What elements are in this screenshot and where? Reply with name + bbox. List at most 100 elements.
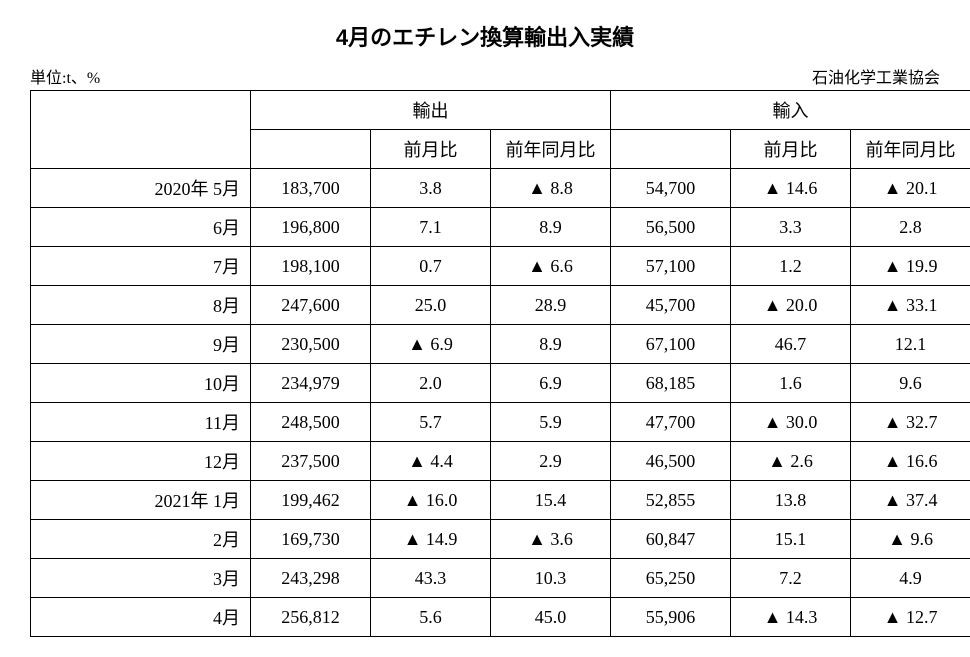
export-value-cell: 243,298 [251, 559, 371, 598]
import-yoy-cell: ▲ 19.9 [851, 247, 970, 286]
header-export-value [251, 130, 371, 169]
table-row: 3月243,29843.310.365,2507.24.9 [31, 559, 970, 598]
export-yoy-cell: ▲ 3.6 [491, 520, 611, 559]
export-value-cell: 183,700 [251, 169, 371, 208]
table-row: 8月247,60025.028.945,700▲ 20.0▲ 33.1 [31, 286, 970, 325]
header-import-group: 輸入 [611, 91, 970, 130]
export-value-cell: 248,500 [251, 403, 371, 442]
data-table: 輸出 輸入 前月比 前年同月比 前月比 前年同月比 2020年 5月183,70… [30, 90, 970, 637]
table-row: 2020年 5月183,7003.8▲ 8.854,700▲ 14.6▲ 20.… [31, 169, 970, 208]
export-mom-cell: 0.7 [371, 247, 491, 286]
export-mom-cell: 2.0 [371, 364, 491, 403]
import-mom-cell: 15.1 [731, 520, 851, 559]
period-cell: 8月 [31, 286, 251, 325]
header-export-yoy: 前年同月比 [491, 130, 611, 169]
export-value-cell: 169,730 [251, 520, 371, 559]
header-import-value [611, 130, 731, 169]
import-value-cell: 46,500 [611, 442, 731, 481]
period-cell: 7月 [31, 247, 251, 286]
export-value-cell: 234,979 [251, 364, 371, 403]
import-yoy-cell: ▲ 16.6 [851, 442, 970, 481]
export-yoy-cell: 8.9 [491, 208, 611, 247]
export-mom-cell: ▲ 4.4 [371, 442, 491, 481]
export-mom-cell: 3.8 [371, 169, 491, 208]
export-value-cell: 237,500 [251, 442, 371, 481]
export-value-cell: 198,100 [251, 247, 371, 286]
page-title: 4月のエチレン換算輸出入実績 [30, 20, 940, 52]
export-yoy-cell: ▲ 8.8 [491, 169, 611, 208]
import-value-cell: 67,100 [611, 325, 731, 364]
period-cell: 2020年 5月 [31, 169, 251, 208]
import-mom-cell: 46.7 [731, 325, 851, 364]
import-value-cell: 65,250 [611, 559, 731, 598]
import-mom-cell: 13.8 [731, 481, 851, 520]
header-period [31, 91, 251, 169]
export-mom-cell: 7.1 [371, 208, 491, 247]
export-value-cell: 199,462 [251, 481, 371, 520]
table-row: 6月196,8007.18.956,5003.32.8 [31, 208, 970, 247]
export-mom-cell: ▲ 14.9 [371, 520, 491, 559]
export-value-cell: 196,800 [251, 208, 371, 247]
import-mom-cell: 1.6 [731, 364, 851, 403]
period-cell: 9月 [31, 325, 251, 364]
period-cell: 3月 [31, 559, 251, 598]
table-row: 12月237,500▲ 4.42.946,500▲ 2.6▲ 16.6 [31, 442, 970, 481]
import-value-cell: 52,855 [611, 481, 731, 520]
header-row-1: 輸出 輸入 [31, 91, 970, 130]
export-yoy-cell: 10.3 [491, 559, 611, 598]
import-yoy-cell: 4.9 [851, 559, 970, 598]
import-mom-cell: 3.3 [731, 208, 851, 247]
import-mom-cell: ▲ 20.0 [731, 286, 851, 325]
import-mom-cell: 7.2 [731, 559, 851, 598]
table-row: 2021年 1月199,462▲ 16.015.452,85513.8▲ 37.… [31, 481, 970, 520]
export-mom-cell: 5.6 [371, 598, 491, 637]
import-mom-cell: 1.2 [731, 247, 851, 286]
import-yoy-cell: 12.1 [851, 325, 970, 364]
import-mom-cell: ▲ 2.6 [731, 442, 851, 481]
export-mom-cell: 25.0 [371, 286, 491, 325]
import-value-cell: 54,700 [611, 169, 731, 208]
import-mom-cell: ▲ 30.0 [731, 403, 851, 442]
import-value-cell: 55,906 [611, 598, 731, 637]
import-yoy-cell: ▲ 33.1 [851, 286, 970, 325]
export-yoy-cell: 8.9 [491, 325, 611, 364]
export-mom-cell: ▲ 6.9 [371, 325, 491, 364]
period-cell: 2月 [31, 520, 251, 559]
import-yoy-cell: ▲ 32.7 [851, 403, 970, 442]
export-mom-cell: 43.3 [371, 559, 491, 598]
import-value-cell: 60,847 [611, 520, 731, 559]
period-cell: 10月 [31, 364, 251, 403]
export-mom-cell: 5.7 [371, 403, 491, 442]
import-mom-cell: ▲ 14.6 [731, 169, 851, 208]
subheader-row: 単位:t、% 石油化学工業協会 [30, 64, 940, 88]
unit-label: 単位:t、% [30, 64, 100, 88]
import-yoy-cell: ▲ 20.1 [851, 169, 970, 208]
export-value-cell: 256,812 [251, 598, 371, 637]
table-row: 7月198,1000.7▲ 6.657,1001.2▲ 19.9 [31, 247, 970, 286]
table-row: 2月169,730▲ 14.9▲ 3.660,84715.1▲ 9.6 [31, 520, 970, 559]
import-value-cell: 47,700 [611, 403, 731, 442]
table-row: 9月230,500▲ 6.98.967,10046.712.1 [31, 325, 970, 364]
export-yoy-cell: 5.9 [491, 403, 611, 442]
period-cell: 2021年 1月 [31, 481, 251, 520]
import-yoy-cell: ▲ 9.6 [851, 520, 970, 559]
import-mom-cell: ▲ 14.3 [731, 598, 851, 637]
header-import-mom: 前月比 [731, 130, 851, 169]
export-yoy-cell: ▲ 6.6 [491, 247, 611, 286]
import-yoy-cell: ▲ 37.4 [851, 481, 970, 520]
source-label: 石油化学工業協会 [812, 64, 940, 88]
import-yoy-cell: 9.6 [851, 364, 970, 403]
import-value-cell: 68,185 [611, 364, 731, 403]
period-cell: 11月 [31, 403, 251, 442]
table-row: 11月248,5005.75.947,700▲ 30.0▲ 32.7 [31, 403, 970, 442]
export-yoy-cell: 2.9 [491, 442, 611, 481]
header-export-group: 輸出 [251, 91, 611, 130]
import-value-cell: 57,100 [611, 247, 731, 286]
export-yoy-cell: 45.0 [491, 598, 611, 637]
header-export-mom: 前月比 [371, 130, 491, 169]
export-yoy-cell: 6.9 [491, 364, 611, 403]
table-body: 2020年 5月183,7003.8▲ 8.854,700▲ 14.6▲ 20.… [31, 169, 970, 637]
import-yoy-cell: 2.8 [851, 208, 970, 247]
export-value-cell: 247,600 [251, 286, 371, 325]
period-cell: 6月 [31, 208, 251, 247]
